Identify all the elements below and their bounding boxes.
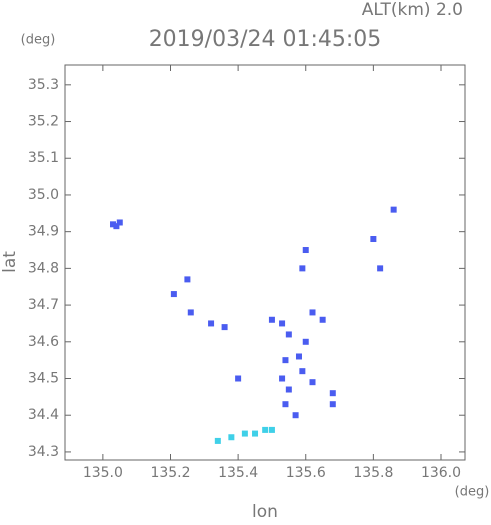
y-tick-label: 34.5 bbox=[28, 371, 59, 387]
radar-echo bbox=[252, 430, 259, 437]
y-tick-label: 34.3 bbox=[28, 444, 59, 460]
x-tick-label: 136.0 bbox=[421, 465, 461, 481]
y-tick-label: 34.6 bbox=[28, 334, 59, 350]
chart-title: 2019/03/24 01:45:05 bbox=[149, 27, 382, 52]
radar-echo bbox=[184, 276, 191, 283]
y-tick-label: 35.0 bbox=[28, 187, 59, 203]
x-tick-label: 135.8 bbox=[353, 465, 393, 481]
radar-echo bbox=[329, 390, 336, 397]
y-unit: (deg) bbox=[21, 33, 56, 48]
x-unit: (deg) bbox=[455, 485, 490, 500]
y-tick-label: 35.3 bbox=[28, 77, 59, 93]
radar-echo bbox=[390, 206, 397, 213]
x-tick-label: 135.4 bbox=[218, 465, 258, 481]
radar-echo bbox=[282, 401, 289, 408]
radar-echo bbox=[113, 223, 120, 230]
radar-echo bbox=[309, 309, 316, 316]
radar-echo bbox=[221, 324, 228, 331]
radar-echo bbox=[268, 426, 275, 433]
radar-echo bbox=[370, 236, 377, 243]
radar-echo bbox=[279, 375, 286, 382]
y-tick-label: 34.8 bbox=[28, 260, 59, 276]
radar-echo bbox=[285, 386, 292, 393]
radar-echo bbox=[302, 338, 309, 345]
radar-echo bbox=[110, 221, 117, 228]
radar-echo bbox=[241, 430, 248, 437]
radar-echo bbox=[116, 219, 123, 226]
radar-echo bbox=[262, 426, 269, 433]
radar-echo bbox=[309, 379, 316, 386]
x-tick-label: 135.6 bbox=[286, 465, 326, 481]
radar-echo bbox=[279, 320, 286, 327]
y-tick-label: 35.1 bbox=[28, 150, 59, 166]
radar-echo bbox=[329, 401, 336, 408]
radar-echo bbox=[302, 247, 309, 254]
radar-echo bbox=[268, 316, 275, 323]
radar-echo bbox=[292, 412, 299, 419]
x-axis-label: lon bbox=[252, 502, 278, 521]
radar-echo bbox=[208, 320, 215, 327]
subtitle: ALT(km) 2.0 bbox=[362, 0, 463, 20]
radar-echo bbox=[299, 265, 306, 272]
x-tick-label: 135.2 bbox=[150, 465, 190, 481]
radar-echo bbox=[319, 316, 326, 323]
radar-echo bbox=[214, 437, 221, 444]
plot-frame bbox=[64, 64, 466, 461]
y-tick-label: 35.2 bbox=[28, 114, 59, 130]
y-tick-label: 34.4 bbox=[28, 407, 59, 423]
radar-echo bbox=[299, 368, 306, 375]
x-tick-label: 135.0 bbox=[83, 465, 123, 481]
radar-echo bbox=[295, 353, 302, 360]
radar-echo bbox=[170, 291, 177, 298]
radar-echo bbox=[187, 309, 194, 316]
y-axis-label: lat bbox=[0, 251, 20, 273]
y-tick-label: 34.7 bbox=[28, 297, 59, 313]
radar-echo bbox=[282, 357, 289, 364]
radar-echo bbox=[285, 331, 292, 338]
radar-echo bbox=[377, 265, 384, 272]
radar-echo bbox=[235, 375, 242, 382]
radar-echo bbox=[228, 434, 235, 441]
y-tick-label: 34.9 bbox=[28, 224, 59, 240]
